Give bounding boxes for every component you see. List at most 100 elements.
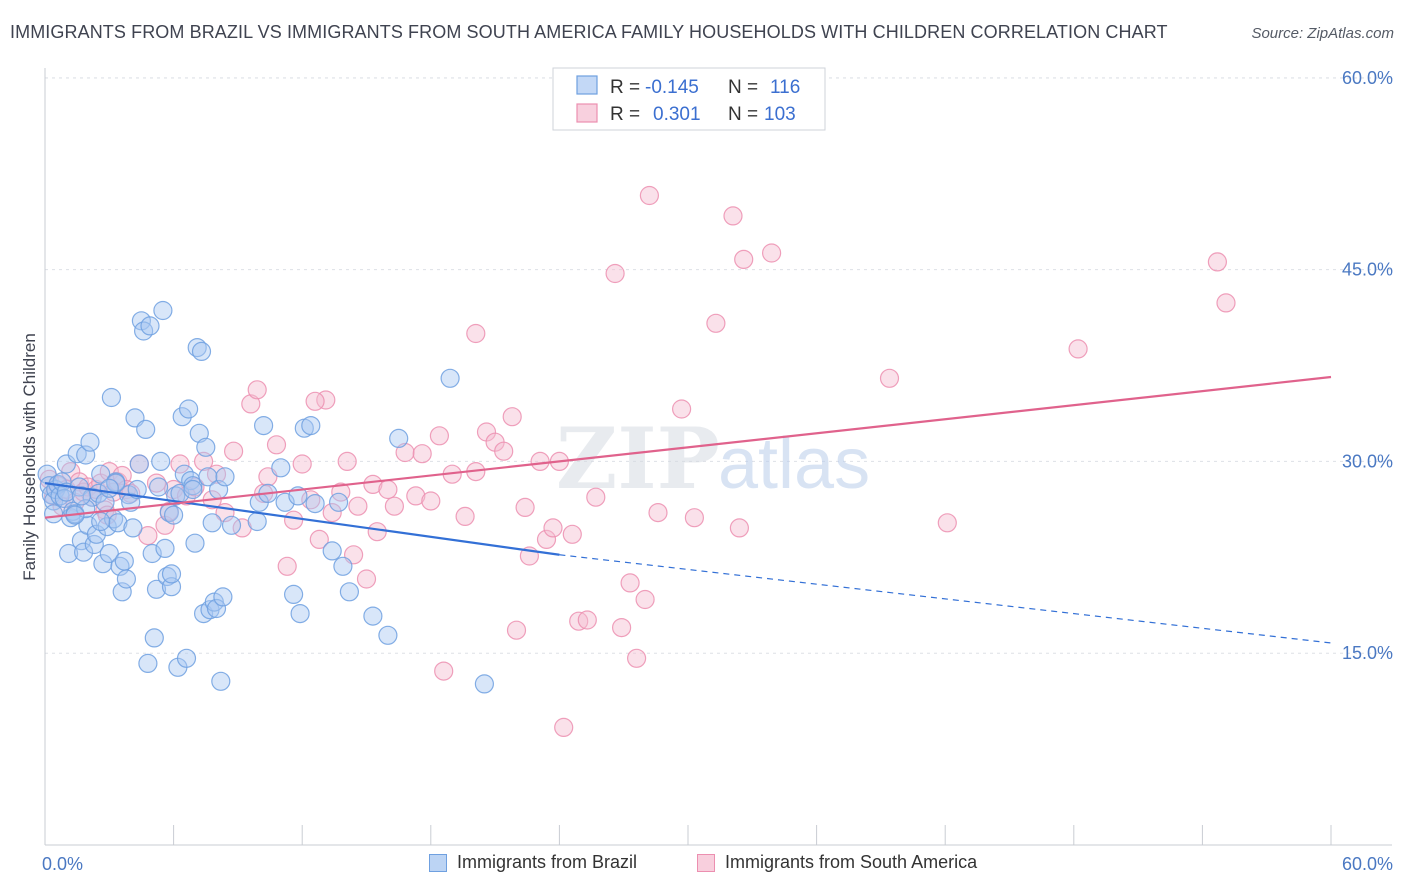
point-south-america	[241, 394, 261, 414]
point-brazil	[99, 478, 119, 498]
point-south-america	[421, 491, 441, 511]
point-south-america	[429, 426, 449, 446]
point-south-america	[684, 508, 705, 528]
bottom-legend-swatch-south-america	[697, 853, 715, 872]
point-brazil	[58, 543, 79, 564]
point-south-america	[543, 518, 563, 538]
point-south-america	[937, 513, 957, 533]
point-brazil	[76, 445, 96, 465]
point-south-america	[356, 569, 377, 589]
point-south-america	[1068, 339, 1088, 359]
point-brazil	[322, 541, 342, 561]
point-brazil	[440, 368, 460, 388]
point-south-america	[626, 648, 647, 668]
point-south-america	[502, 407, 522, 427]
legend-n-value-south-america: 103	[764, 104, 796, 125]
point-south-america	[729, 518, 750, 538]
point-brazil	[144, 628, 164, 648]
chart-title: IMMIGRANTS FROM BRAZIL VS IMMIGRANTS FRO…	[10, 22, 1168, 42]
point-brazil	[339, 582, 359, 602]
point-south-america	[506, 620, 527, 640]
point-brazil	[271, 458, 291, 478]
point-south-america	[620, 573, 640, 593]
trend-lines	[44, 375, 1332, 644]
point-south-america	[292, 454, 312, 474]
point-south-america	[554, 717, 574, 738]
watermark-atlas: atlas	[718, 424, 870, 504]
point-south-america	[530, 451, 550, 471]
point-south-america	[648, 502, 668, 523]
point-brazil	[189, 423, 209, 443]
point-brazil	[185, 533, 205, 553]
point-brazil	[247, 511, 267, 532]
point-brazil	[378, 625, 398, 645]
point-brazil	[114, 551, 134, 571]
point-south-america	[515, 497, 535, 517]
legend-swatch-brazil	[576, 75, 598, 95]
point-south-america	[170, 454, 190, 474]
point-south-america	[1216, 293, 1236, 313]
point-south-america	[671, 399, 692, 419]
point-brazil	[183, 479, 203, 500]
point-south-america	[639, 185, 660, 206]
bottom-legend-label-south-america: Immigrants from South America	[725, 852, 978, 872]
y-axis-label: Family Households with Children	[20, 333, 39, 581]
legend-n-value-brazil: 116	[770, 77, 800, 98]
point-brazil	[290, 603, 310, 624]
bottom-legend-item-brazil: Immigrants from Brazil	[429, 852, 637, 873]
point-south-america	[577, 610, 597, 630]
point-south-america	[138, 525, 158, 546]
bottom-legend: Immigrants from Brazil Immigrants from S…	[0, 852, 1406, 878]
correlation-legend: R = -0.145 N = 116 R = 0.301 N = 103	[552, 67, 826, 131]
axes	[44, 68, 1392, 846]
point-brazil	[191, 341, 212, 361]
point-brazil	[213, 587, 233, 607]
point-brazil	[198, 467, 218, 487]
point-brazil	[146, 579, 167, 599]
point-south-america	[879, 368, 900, 388]
legend-r-value-brazil: -0.145	[645, 77, 699, 98]
bottom-legend-label-brazil: Immigrants from Brazil	[457, 852, 638, 872]
point-south-america	[348, 496, 368, 516]
scatter-points	[37, 185, 1236, 738]
point-south-america	[455, 506, 475, 527]
point-south-america	[277, 556, 297, 576]
point-south-america	[434, 661, 454, 681]
source-label: Source: ZipAtlas.com	[1251, 25, 1394, 42]
point-south-america	[266, 435, 287, 455]
x-tick-label: 0.0%	[42, 854, 83, 874]
point-south-america	[406, 486, 426, 506]
point-south-america	[384, 496, 404, 516]
x-tick-labels: 0.0% 60.0%	[42, 854, 1393, 874]
point-brazil	[211, 671, 231, 691]
point-brazil	[127, 479, 147, 500]
legend-r-value-south-america: 0.301	[653, 104, 701, 125]
point-brazil	[305, 494, 325, 514]
point-brazil	[179, 399, 199, 419]
legend-n-label-brazil: N =	[728, 77, 758, 98]
point-south-america	[706, 313, 726, 333]
point-brazil	[254, 416, 274, 436]
point-brazil	[123, 518, 143, 538]
point-south-america	[194, 451, 214, 471]
point-brazil	[474, 674, 494, 694]
point-south-america	[247, 380, 267, 400]
point-brazil	[142, 543, 162, 564]
trend-line-brazil-extension	[559, 554, 1332, 644]
point-brazil	[215, 467, 235, 487]
point-south-america	[337, 451, 357, 471]
x-tick-label: 60.0%	[1342, 854, 1393, 874]
point-south-america	[1207, 252, 1228, 272]
point-brazil	[172, 407, 192, 427]
point-brazil	[136, 419, 156, 439]
point-brazil	[153, 300, 173, 321]
y-tick-label: 30.0%	[1342, 451, 1393, 471]
point-south-america	[605, 263, 625, 284]
point-brazil	[151, 451, 171, 471]
legend-r-label-brazil: R =	[610, 77, 640, 98]
point-brazil	[80, 432, 100, 452]
point-brazil	[91, 464, 111, 484]
point-brazil	[97, 516, 117, 537]
point-south-america	[586, 487, 606, 507]
point-brazil	[333, 556, 353, 576]
